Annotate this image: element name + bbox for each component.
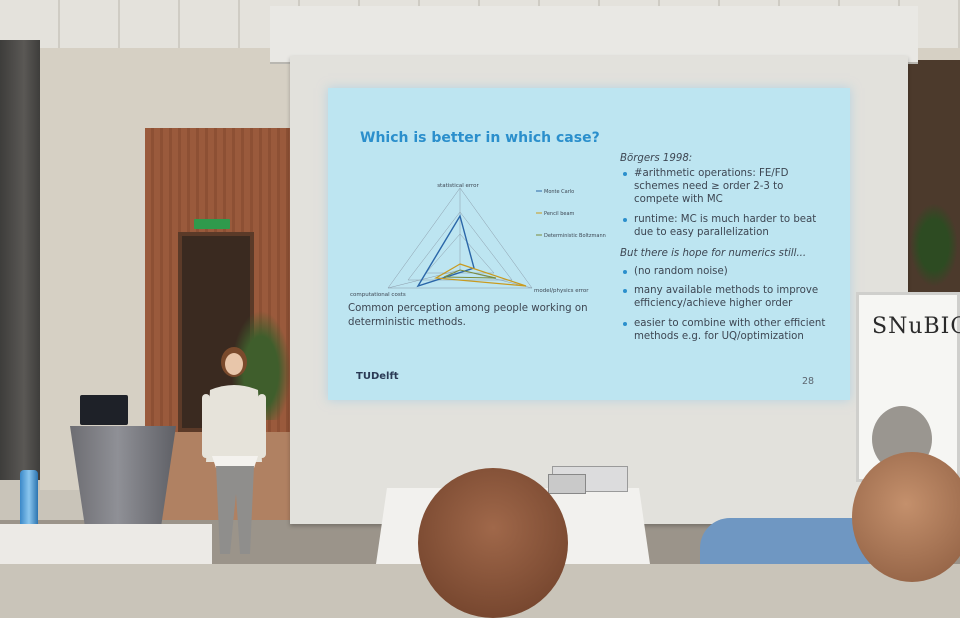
presenter-face bbox=[225, 353, 243, 375]
bullet-5-line-1: easier to combine with other efficient bbox=[634, 318, 826, 329]
caption-line-2: deterministic methods. bbox=[348, 317, 466, 328]
slide-page-number: 28 bbox=[802, 376, 815, 387]
projector-screen-housing bbox=[270, 6, 918, 64]
bullet-dot bbox=[623, 270, 627, 274]
presenter-trousers bbox=[216, 466, 254, 554]
audience-shirt bbox=[700, 518, 870, 564]
front-table bbox=[0, 524, 212, 564]
lectern bbox=[70, 426, 176, 526]
legend-item-2: Deterministic Boltzmann bbox=[544, 233, 606, 239]
plant-right bbox=[908, 200, 960, 290]
bullet-dot bbox=[623, 218, 627, 222]
caption-line-1: Common perception among people working o… bbox=[348, 303, 588, 314]
audience-head-center bbox=[418, 468, 568, 618]
bullet-1-line-2: schemes need ≥ order 2-3 to bbox=[634, 181, 784, 192]
bullet-1-line-3: compete with MC bbox=[634, 194, 723, 205]
legend-item-1: Pencil beam bbox=[544, 211, 575, 217]
water-bottle bbox=[20, 470, 38, 526]
projected-slide: Which is better in which case? statistic… bbox=[328, 88, 850, 400]
bullet-2-line-2: due to easy parallelization bbox=[634, 227, 769, 238]
radar-chart: statistical error model/physics error co… bbox=[350, 183, 606, 298]
legend-item-0: Monte Carlo bbox=[544, 189, 574, 195]
bullet-dot bbox=[623, 289, 627, 293]
bullet-1-line-1: #arithmetic operations: FE/FD bbox=[634, 168, 789, 179]
axis-label-right: model/physics error bbox=[534, 288, 589, 294]
basket bbox=[548, 474, 586, 494]
curtain bbox=[0, 40, 40, 480]
bullet-5-line-2: methods e.g. for UQ/optimization bbox=[634, 331, 804, 342]
axis-label-left: computational costs bbox=[350, 292, 406, 298]
bullet-4-line-1: many available methods to improve bbox=[634, 285, 819, 296]
series-pencil-beam bbox=[434, 263, 527, 287]
bullet-dot bbox=[623, 322, 627, 326]
slide-title: Which is better in which case? bbox=[360, 130, 600, 146]
grid-ring-outer bbox=[387, 187, 533, 289]
series-monte-carlo bbox=[416, 214, 475, 288]
bullet-3-line-1: (no random noise) bbox=[634, 266, 728, 277]
laptop bbox=[80, 395, 128, 425]
tudelft-logo: TUDelft bbox=[356, 371, 399, 382]
bullet-dot bbox=[623, 172, 627, 176]
whiteboard-text: SNuBIC bbox=[872, 314, 960, 339]
axis-left bbox=[387, 269, 461, 289]
right-heading: Börgers 1998: bbox=[620, 153, 693, 164]
presenter-top bbox=[206, 385, 262, 462]
series-deterministic bbox=[443, 269, 497, 279]
right-heading-2: But there is hope for numerics still... bbox=[620, 248, 807, 259]
axis-label-top: statistical error bbox=[437, 183, 479, 189]
bullet-4-line-2: efficiency/achieve higher order bbox=[634, 298, 793, 309]
bullet-2-line-1: runtime: MC is much harder to beat bbox=[634, 214, 817, 225]
audience-head-right bbox=[852, 452, 960, 582]
exit-sign bbox=[194, 219, 230, 229]
presenter bbox=[202, 347, 266, 554]
